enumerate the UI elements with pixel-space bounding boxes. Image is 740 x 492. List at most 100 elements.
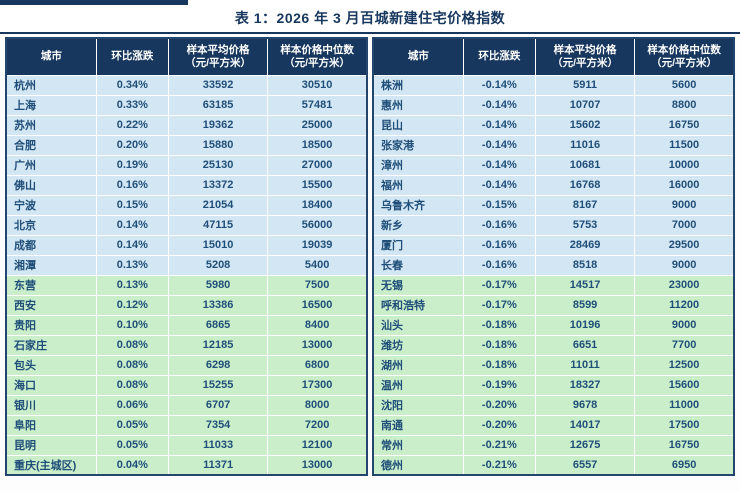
change-cell: 0.05%: [95, 414, 169, 436]
city-cell: 银川: [5, 394, 97, 416]
median-price-cell: 11200: [634, 294, 735, 316]
median-price-cell: 5600: [634, 74, 735, 96]
table-row: 株洲 -0.14% 5911 5600: [372, 74, 735, 96]
avg-price-cell: 63185: [167, 94, 269, 116]
avg-price-cell: 11371: [167, 454, 269, 476]
city-cell: 石家庄: [5, 334, 97, 356]
change-cell: -0.18%: [462, 354, 536, 376]
city-cell: 张家港: [372, 134, 464, 156]
table-row: 西安 0.12% 13386 16500: [5, 294, 368, 316]
city-cell: 宁波: [5, 194, 97, 216]
city-cell: 阜阳: [5, 414, 97, 436]
col-header-median-price: 样本价格中位数 （元/平方米）: [267, 37, 368, 76]
avg-price-cell: 6557: [534, 454, 636, 476]
change-cell: -0.17%: [462, 294, 536, 316]
city-cell: 贵阳: [5, 314, 97, 336]
table-row: 昆山 -0.14% 15602 16750: [372, 114, 735, 136]
table-row: 佛山 0.16% 13372 15500: [5, 174, 368, 196]
change-cell: -0.18%: [462, 334, 536, 356]
city-cell: 乌鲁木齐: [372, 194, 464, 216]
change-cell: 0.33%: [95, 94, 169, 116]
avg-price-cell: 11033: [167, 434, 269, 456]
table-row: 银川 0.06% 6707 8000: [5, 394, 368, 416]
change-cell: -0.15%: [462, 194, 536, 216]
col-header-change: 环比涨跌: [462, 37, 536, 76]
avg-price-cell: 33592: [167, 74, 269, 96]
avg-price-cell: 19362: [167, 114, 269, 136]
table-row: 无锡 -0.17% 14517 23000: [372, 274, 735, 296]
avg-price-cell: 6651: [534, 334, 636, 356]
table-row: 呼和浩特 -0.17% 8599 11200: [372, 294, 735, 316]
change-cell: 0.22%: [95, 114, 169, 136]
change-cell: 0.08%: [95, 354, 169, 376]
avg-price-cell: 28469: [534, 234, 636, 256]
change-cell: 0.14%: [95, 214, 169, 236]
table-row: 杭州 0.34% 33592 30510: [5, 74, 368, 96]
price-table-right: 城市 环比涨跌 样本平均价格 （元/平方米） 样本价格中位数 （元/平方米） 株洲 -0.14…: [372, 37, 735, 476]
avg-price-cell: 21054: [167, 194, 269, 216]
col-header-city: 城市: [5, 37, 97, 76]
city-cell: 沈阳: [372, 394, 464, 416]
median-price-cell: 16500: [267, 294, 368, 316]
median-price-cell: 15600: [634, 374, 735, 396]
change-cell: 0.08%: [95, 374, 169, 396]
avg-price-cell: 14017: [534, 414, 636, 436]
change-cell: -0.14%: [462, 94, 536, 116]
avg-price-cell: 6707: [167, 394, 269, 416]
median-price-cell: 7200: [267, 414, 368, 436]
change-cell: -0.20%: [462, 414, 536, 436]
change-cell: 0.16%: [95, 174, 169, 196]
city-cell: 潍坊: [372, 334, 464, 356]
avg-price-cell: 6865: [167, 314, 269, 336]
city-cell: 湖州: [372, 354, 464, 376]
avg-price-cell: 15880: [167, 134, 269, 156]
city-cell: 长春: [372, 254, 464, 276]
table-row: 成都 0.14% 15010 19039: [5, 234, 368, 256]
table-row: 温州 -0.19% 18327 15600: [372, 374, 735, 396]
median-price-cell: 7500: [267, 274, 368, 296]
avg-price-cell: 5753: [534, 214, 636, 236]
table-row: 昆明 0.05% 11033 12100: [5, 434, 368, 456]
avg-price-cell: 5980: [167, 274, 269, 296]
city-cell: 漳州: [372, 154, 464, 176]
city-cell: 重庆(主城区): [5, 454, 97, 476]
city-cell: 常州: [372, 434, 464, 456]
change-cell: 0.14%: [95, 234, 169, 256]
avg-price-cell: 13372: [167, 174, 269, 196]
median-price-cell: 5400: [267, 254, 368, 276]
avg-price-cell: 15602: [534, 114, 636, 136]
change-cell: 0.20%: [95, 134, 169, 156]
city-cell: 佛山: [5, 174, 97, 196]
change-cell: 0.34%: [95, 74, 169, 96]
city-cell: 昆山: [372, 114, 464, 136]
table-row: 宁波 0.15% 21054 18400: [5, 194, 368, 216]
city-cell: 苏州: [5, 114, 97, 136]
table-row: 德州 -0.21% 6557 6950: [372, 454, 735, 476]
table-row: 重庆(主城区) 0.04% 11371 13000: [5, 454, 368, 476]
city-cell: 合肥: [5, 134, 97, 156]
median-price-cell: 30510: [267, 74, 368, 96]
table-row: 阜阳 0.05% 7354 7200: [5, 414, 368, 436]
change-cell: 0.19%: [95, 154, 169, 176]
table-row: 潍坊 -0.18% 6651 7700: [372, 334, 735, 356]
avg-price-cell: 10707: [534, 94, 636, 116]
change-cell: -0.21%: [462, 434, 536, 456]
change-cell: -0.14%: [462, 174, 536, 196]
median-price-cell: 13000: [267, 454, 368, 476]
median-price-cell: 6950: [634, 454, 735, 476]
change-cell: 0.04%: [95, 454, 169, 476]
table-row: 包头 0.08% 6298 6800: [5, 354, 368, 376]
col-header-median-price: 样本价格中位数 （元/平方米）: [634, 37, 735, 76]
median-price-cell: 16750: [634, 434, 735, 456]
avg-price-cell: 11011: [534, 354, 636, 376]
table-row: 苏州 0.22% 19362 25000: [5, 114, 368, 136]
col-header-avg-price: 样本平均价格 （元/平方米）: [534, 37, 636, 76]
median-price-cell: 16000: [634, 174, 735, 196]
avg-price-cell: 15010: [167, 234, 269, 256]
header-row: 城市 环比涨跌 样本平均价格 （元/平方米） 样本价格中位数 （元/平方米）: [5, 37, 368, 76]
city-cell: 呼和浩特: [372, 294, 464, 316]
table-row: 湖州 -0.18% 11011 12500: [372, 354, 735, 376]
change-cell: -0.20%: [462, 394, 536, 416]
avg-price-cell: 8599: [534, 294, 636, 316]
